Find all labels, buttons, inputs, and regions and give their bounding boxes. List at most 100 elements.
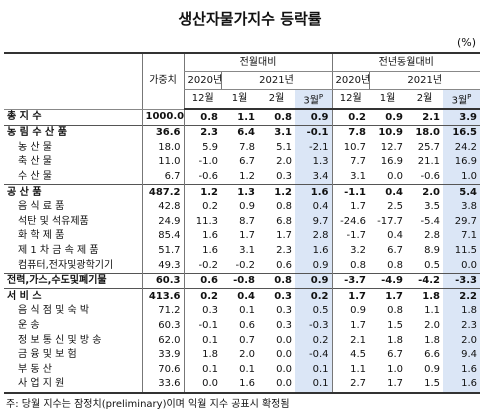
data-row: 사 업 지 원 33.6 0.0 1.6 0.0 0.1 2.7 1.7 1.5 1.6 <box>4 377 481 394</box>
value-cell: -2.1 <box>295 140 332 156</box>
row-label: 화 학 제 품 <box>18 230 65 242</box>
table-head: 가중치 전월대비 전년동월대비 2020년 2021년 2020년 2021년 12월 1월 2월… <box>4 53 481 111</box>
month-header: 2월 <box>258 89 295 111</box>
value-cell: 0.8 <box>274 111 292 123</box>
value-cell: 1.6 <box>221 377 258 394</box>
value-cell: 7.7 <box>331 155 369 170</box>
value-cell: 0.9 <box>331 304 369 319</box>
value-cell: 6.8 <box>276 215 292 227</box>
value-cell: 24.2 <box>443 140 481 156</box>
year-header: 2021년 <box>368 71 481 90</box>
row-label: 금 융 및 보 험 <box>18 349 77 361</box>
value-cell: -0.4 <box>295 347 332 363</box>
value-cell: 3.8 <box>443 199 481 215</box>
data-row: 정 보 통 신 및 방 송 62.0 0.1 0.7 0.0 0.2 2.1 1.8 1.8 2.… <box>4 333 481 348</box>
value-cell: -0.6 <box>420 171 440 182</box>
value-cell: 1.7 <box>239 230 255 242</box>
value-cell: 0.2 <box>183 199 221 215</box>
value-cell: 2.3 <box>183 124 221 141</box>
value-cell: 0.9 <box>424 363 440 375</box>
value-cell: 8.9 <box>424 244 440 256</box>
value-cell: 1.2 <box>258 184 295 200</box>
value-cell: 1.5 <box>387 319 403 331</box>
value-cell: 51.7 <box>141 243 184 259</box>
month-header: 1월 <box>221 89 258 111</box>
value-cell: 3.1 <box>331 169 369 185</box>
header-row: 2020년 2021년 2020년 2021년 <box>4 71 481 90</box>
value-cell: 1.8 <box>183 347 221 363</box>
value-cell: 1.7 <box>369 288 406 305</box>
value-cell: 0.8 <box>276 201 292 213</box>
value-cell: 0.6 <box>239 319 255 331</box>
value-cell: 1.1 <box>237 111 255 123</box>
value-cell: 2.0 <box>443 333 481 348</box>
value-cell: 1.7 <box>276 230 292 242</box>
value-cell: 1.8 <box>443 304 481 319</box>
value-cell: 2.5 <box>387 201 403 213</box>
month-header: 3월P <box>443 89 481 111</box>
value-cell: 3.4 <box>295 169 332 185</box>
value-cell: 0.1 <box>239 305 255 317</box>
value-cell: 0.9 <box>385 111 403 123</box>
value-cell: -5.4 <box>420 215 440 227</box>
value-cell: 1000.0 <box>141 109 184 126</box>
value-cell: 1.6 <box>183 243 221 259</box>
value-cell: 70.6 <box>141 362 184 378</box>
value-cell: 0.1 <box>295 377 332 394</box>
value-cell: 5.4 <box>443 184 481 200</box>
value-cell: 1.6 <box>183 229 221 244</box>
value-cell: 2.0 <box>424 319 440 331</box>
data-row: 서 비 스 413.6 0.2 0.4 0.3 0.2 1.7 1.7 1.8 2.2 <box>4 288 481 305</box>
year-header: 2020년 <box>331 71 369 90</box>
data-row: 공 산 품 487.2 1.2 1.3 1.2 1.6 -1.1 0.4 2.0 5.4 <box>4 184 481 200</box>
value-cell: 2.1 <box>331 333 369 348</box>
value-cell: 6.7 <box>387 244 403 256</box>
value-cell: 3.2 <box>331 243 369 259</box>
data-row: 농 산 물 18.0 5.9 7.8 5.1 -2.1 10.7 12.7 25.7 24.2 <box>4 140 481 156</box>
value-cell: 11.0 <box>141 155 184 170</box>
data-row: 축 산 물 11.0 -1.0 6.7 2.0 1.3 7.7 16.9 21.1 16.9 <box>4 155 481 170</box>
header-cell <box>4 53 142 110</box>
value-cell: 0.9 <box>239 201 255 213</box>
value-cell: 60.3 <box>141 272 184 289</box>
value-cell: 0.8 <box>183 109 221 126</box>
value-cell: 49.3 <box>141 258 184 274</box>
value-cell: -3.7 <box>331 272 369 289</box>
row-label: 사 업 지 원 <box>4 377 142 394</box>
value-cell: 5.9 <box>183 140 221 156</box>
value-cell: 1.5 <box>406 377 443 394</box>
value-cell: 0.5 <box>295 304 332 319</box>
value-cell: 16.9 <box>443 155 481 170</box>
row-label: 음 식 점 및 숙 박 <box>18 305 90 317</box>
value-cell: 3.1 <box>239 244 255 256</box>
value-cell: 0.8 <box>387 259 403 271</box>
value-cell: 6.7 <box>239 156 255 168</box>
value-cell: 2.7 <box>331 377 369 394</box>
row-label: 농 산 물 <box>18 141 52 153</box>
value-cell: -1.0 <box>183 155 221 170</box>
value-cell: 1.8 <box>406 288 443 305</box>
value-cell: 6.7 <box>387 349 403 361</box>
value-cell: -0.2 <box>183 258 221 274</box>
value-cell: 60.3 <box>141 318 184 334</box>
value-cell: 1.7 <box>331 199 369 215</box>
value-cell: 2.0 <box>406 184 443 200</box>
group-header: 전년동월대비 <box>331 53 481 72</box>
data-row: 농 림 수 산 품 36.6 2.3 6.4 3.1 -0.1 7.8 10.9 18.0 16.… <box>4 124 481 141</box>
month-header: 12월 <box>183 89 221 111</box>
value-cell: 0.8 <box>331 258 369 274</box>
value-cell: 6.4 <box>221 124 258 141</box>
value-cell: 11.5 <box>443 243 481 259</box>
value-cell: 1.2 <box>239 171 255 182</box>
row-label: 축 산 물 <box>18 156 52 168</box>
value-cell: 6.7 <box>141 169 184 185</box>
value-cell: 0.6 <box>183 272 221 289</box>
value-cell: 0.8 <box>258 272 295 289</box>
data-row: 전력,가스,수도및폐기물 60.3 0.6 -0.8 0.8 0.9 -3.7 -4.9 -4.… <box>4 272 481 289</box>
value-cell: -4.2 <box>406 272 443 289</box>
value-cell: 18.0 <box>141 140 184 156</box>
value-cell: 10.7 <box>331 140 369 156</box>
value-cell: 0.3 <box>276 171 292 182</box>
value-cell: 0.4 <box>295 199 332 215</box>
value-cell: 0.3 <box>258 288 295 305</box>
